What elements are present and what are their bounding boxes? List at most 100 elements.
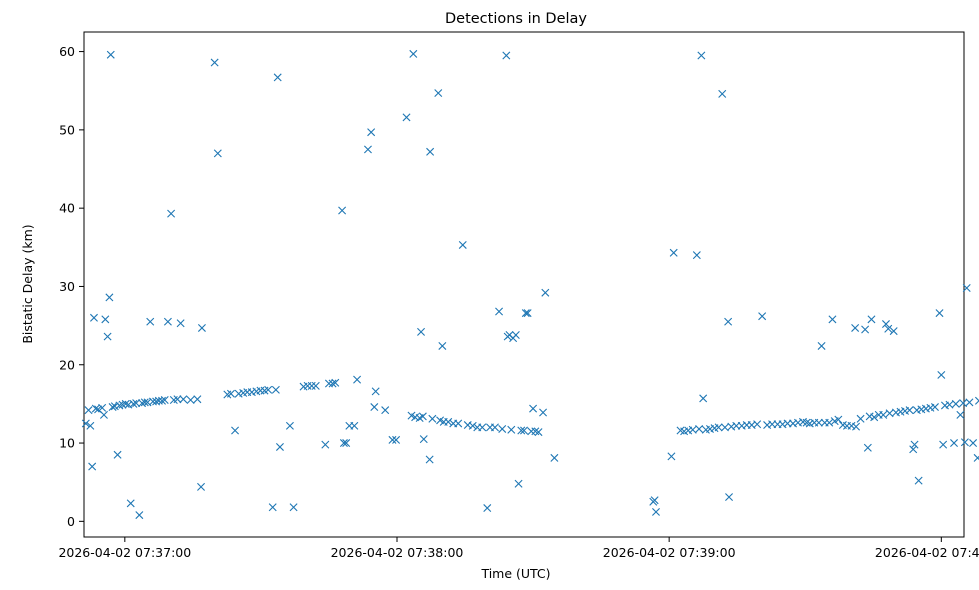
- data-point: [930, 403, 939, 412]
- data-point: [962, 284, 971, 293]
- x-axis-label: Time (UTC): [480, 566, 550, 581]
- chart-title: Detections in Delay: [445, 11, 587, 27]
- data-point: [490, 423, 499, 432]
- data-point: [321, 440, 330, 449]
- data-point: [507, 425, 516, 434]
- data-point: [331, 378, 340, 387]
- data-point: [937, 370, 946, 379]
- data-point: [428, 414, 437, 423]
- data-point: [534, 428, 543, 437]
- data-point: [381, 406, 390, 415]
- data-point: [828, 315, 837, 324]
- data-point: [523, 309, 532, 318]
- data-point: [173, 395, 182, 404]
- data-point: [328, 379, 337, 388]
- y-tick-label: 40: [59, 201, 75, 216]
- data-point: [388, 435, 397, 444]
- data-point: [98, 403, 107, 412]
- data-point: [514, 479, 523, 488]
- data-point: [498, 424, 507, 433]
- data-point: [863, 443, 872, 452]
- data-point: [881, 320, 890, 329]
- data-point: [758, 312, 767, 321]
- data-point: [140, 398, 149, 407]
- data-points: [81, 49, 979, 520]
- data-point: [438, 341, 447, 350]
- data-point: [417, 327, 426, 336]
- data-point: [521, 309, 530, 318]
- data-point: [969, 439, 978, 448]
- data-point: [825, 418, 834, 427]
- data-point: [861, 325, 870, 334]
- data-point: [974, 396, 979, 405]
- data-point: [121, 399, 130, 408]
- data-point: [652, 507, 660, 516]
- data-point: [371, 387, 380, 396]
- data-point: [951, 399, 960, 408]
- y-axis-label: Bistatic Delay (km): [20, 224, 35, 343]
- y-tick-label: 20: [59, 357, 75, 372]
- data-point: [454, 419, 463, 428]
- data-point: [419, 435, 428, 444]
- data-point: [669, 248, 678, 257]
- data-point: [856, 414, 865, 423]
- data-point: [103, 332, 112, 341]
- plot-area: [83, 31, 965, 538]
- data-point: [802, 418, 811, 427]
- data-point: [409, 49, 418, 58]
- data-point: [88, 462, 97, 471]
- y-tick-label: 0: [67, 514, 75, 529]
- data-point: [113, 450, 122, 459]
- data-point: [402, 113, 411, 122]
- data-point: [370, 403, 379, 412]
- data-point: [714, 423, 723, 432]
- data-point: [311, 381, 320, 390]
- data-point: [956, 410, 965, 419]
- data-point: [158, 396, 167, 405]
- data-point: [695, 424, 704, 433]
- data-point: [105, 293, 114, 302]
- data-point: [817, 341, 826, 350]
- data-point: [338, 206, 347, 215]
- data-point: [517, 426, 526, 435]
- y-tick-label: 30: [59, 279, 75, 294]
- data-point: [231, 426, 240, 435]
- data-point: [418, 412, 427, 421]
- x-tick-label: 2026-04-02 07:38:00: [331, 545, 464, 560]
- data-point: [495, 307, 504, 316]
- data-point: [697, 51, 706, 60]
- data-point: [814, 418, 823, 427]
- data-point: [160, 395, 169, 404]
- x-axis: 2026-04-02 07:37:00 2026-04-02 07:38:00 20…: [58, 537, 979, 560]
- data-point: [550, 453, 559, 462]
- data-point: [367, 128, 376, 137]
- data-point: [350, 421, 359, 430]
- data-point: [89, 313, 98, 322]
- data-point: [163, 317, 172, 326]
- data-point: [108, 403, 117, 412]
- data-point: [126, 499, 135, 508]
- x-tick-label: 2026-04-02 07:37:00: [58, 545, 191, 560]
- data-point: [339, 439, 348, 448]
- data-point: [539, 408, 548, 417]
- data-point: [870, 413, 879, 422]
- data-point: [99, 410, 108, 419]
- data-point: [511, 331, 520, 339]
- data-point: [275, 442, 284, 451]
- y-axis: 0 10 20 30 40 50 60: [59, 44, 84, 529]
- data-point: [935, 309, 944, 318]
- data-point: [86, 421, 95, 430]
- data-point: [197, 323, 206, 332]
- data-point: [699, 394, 708, 403]
- data-point: [478, 423, 487, 432]
- data-point: [285, 421, 294, 430]
- data-point: [458, 240, 467, 249]
- data-point: [146, 317, 155, 326]
- data-point: [84, 406, 93, 415]
- data-point: [468, 421, 477, 430]
- data-point: [867, 315, 876, 324]
- data-point: [210, 58, 219, 67]
- data-point: [213, 149, 222, 158]
- data-point: [950, 439, 959, 448]
